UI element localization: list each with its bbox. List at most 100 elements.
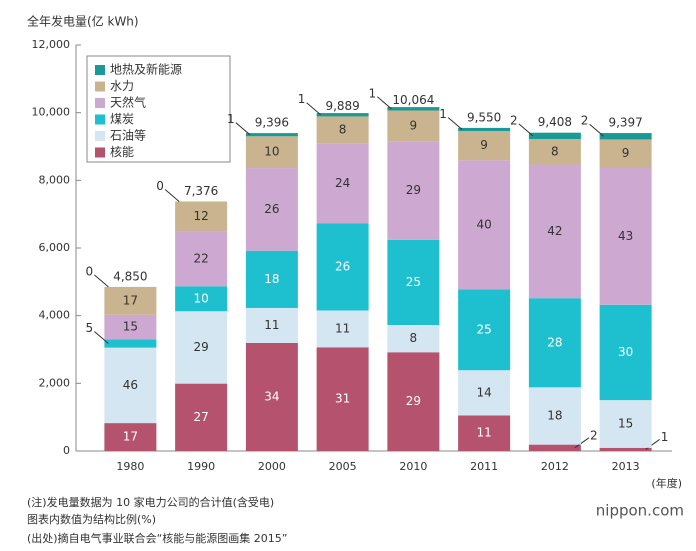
data-label: 26 xyxy=(264,202,279,216)
y-tick-label: 10,000 xyxy=(32,106,71,119)
leader-line xyxy=(518,123,534,137)
data-label: 5 xyxy=(86,321,94,335)
data-label: 11 xyxy=(476,426,491,440)
bar-segment xyxy=(245,307,298,343)
leader-line xyxy=(94,274,109,288)
bar-segment xyxy=(458,160,511,290)
bar-segment xyxy=(387,110,440,142)
x-tick-label: 2012 xyxy=(541,460,569,473)
data-label: 29 xyxy=(193,340,208,354)
bar-segment xyxy=(387,325,440,353)
data-label: 10 xyxy=(264,145,279,159)
data-label: 2 xyxy=(590,428,598,442)
leader-line xyxy=(164,189,180,202)
y-tick-label: 2,000 xyxy=(39,376,71,389)
data-label: 9 xyxy=(622,146,630,160)
total-label: 9,889 xyxy=(325,99,359,113)
note: 图表内数值为结构比例(%) xyxy=(27,512,156,526)
x-tick-label: 2011 xyxy=(470,460,498,473)
bar-segment xyxy=(387,141,440,240)
data-label: 29 xyxy=(406,183,421,197)
leader-line xyxy=(94,331,109,344)
total-label: 9,408 xyxy=(538,115,572,129)
data-label: 22 xyxy=(193,251,208,265)
data-label: 1 xyxy=(227,112,235,126)
data-label: 27 xyxy=(193,410,208,424)
bar-segment xyxy=(104,339,157,348)
data-label: 18 xyxy=(547,408,562,422)
legend-swatch xyxy=(95,65,105,75)
bar-segment xyxy=(528,164,581,299)
note: (注)发电量数据为 10 家电力公司的合计值(含受电) xyxy=(27,495,274,509)
data-label: 15 xyxy=(618,416,633,430)
data-label: 42 xyxy=(547,224,562,238)
bar-segment xyxy=(104,286,157,315)
x-tick-label: 2010 xyxy=(399,460,427,473)
data-label: 9 xyxy=(480,138,488,152)
bar-segment xyxy=(599,304,652,401)
data-label: 1 xyxy=(439,107,447,121)
data-label: 30 xyxy=(618,345,633,359)
bar-segment xyxy=(599,133,652,140)
y-tick-label: 6,000 xyxy=(39,241,71,254)
x-tick-label: 1980 xyxy=(116,460,144,473)
data-label: 29 xyxy=(406,394,421,408)
bar-segment xyxy=(245,168,298,251)
data-label: 17 xyxy=(123,430,138,444)
bar-segment xyxy=(528,444,581,451)
bar-segment xyxy=(175,286,228,312)
data-label: 11 xyxy=(264,318,279,332)
data-label: 14 xyxy=(476,385,491,399)
x-tick-label: 2005 xyxy=(329,460,357,473)
bar-segment xyxy=(104,423,157,451)
bar-segment xyxy=(104,314,157,340)
legend-label: 水力 xyxy=(110,79,134,93)
legend-swatch xyxy=(95,147,105,158)
data-label: 1 xyxy=(298,92,306,106)
data-label: 26 xyxy=(335,259,350,273)
bar-segment xyxy=(316,347,369,451)
legend-swatch xyxy=(95,98,105,108)
bar-segment xyxy=(528,387,581,445)
total-label: 9,396 xyxy=(255,116,289,130)
data-label: 46 xyxy=(123,378,138,392)
data-label: 11 xyxy=(335,321,350,335)
data-label: 25 xyxy=(476,322,491,336)
bar-segment xyxy=(528,139,581,165)
leader-line xyxy=(235,122,251,136)
bar-segment xyxy=(245,136,298,169)
bar-segment xyxy=(599,168,652,305)
data-label: 0 xyxy=(86,264,94,278)
bar-segment xyxy=(316,223,369,311)
data-label: 28 xyxy=(547,335,562,349)
note: (出处)摘自电气事业联合会“核能与能源图画集 2015” xyxy=(27,531,287,545)
y-tick-label: 12,000 xyxy=(32,38,71,51)
data-label: 24 xyxy=(335,176,350,190)
bar-segment xyxy=(175,383,228,451)
bar-segment xyxy=(316,143,369,224)
total-label: 9,397 xyxy=(608,116,642,130)
bar-segment xyxy=(387,239,440,326)
data-label: 2 xyxy=(510,113,518,127)
x-tick-label: 1990 xyxy=(187,460,215,473)
data-label: 15 xyxy=(123,320,138,334)
legend-label: 石油等 xyxy=(110,129,146,143)
data-label: 8 xyxy=(339,122,347,136)
y-tick-label: 4,000 xyxy=(39,309,71,322)
bar-segment xyxy=(104,347,157,424)
bar-segment xyxy=(528,132,581,140)
data-label: 31 xyxy=(335,392,350,406)
legend-label: 地热及新能源 xyxy=(110,62,182,77)
data-label: 18 xyxy=(264,272,279,286)
leader-line xyxy=(447,117,463,130)
data-label: 10 xyxy=(193,291,208,305)
bar-segment xyxy=(245,133,298,137)
data-label: 34 xyxy=(264,389,279,403)
total-label: 7,376 xyxy=(184,184,218,198)
total-label: 9,550 xyxy=(467,110,501,124)
total-label: 4,850 xyxy=(113,269,147,283)
y-axis-title: 全年发电量(亿 kWh) xyxy=(27,14,139,29)
data-label: 8 xyxy=(551,144,559,158)
bar-segment xyxy=(599,447,652,451)
